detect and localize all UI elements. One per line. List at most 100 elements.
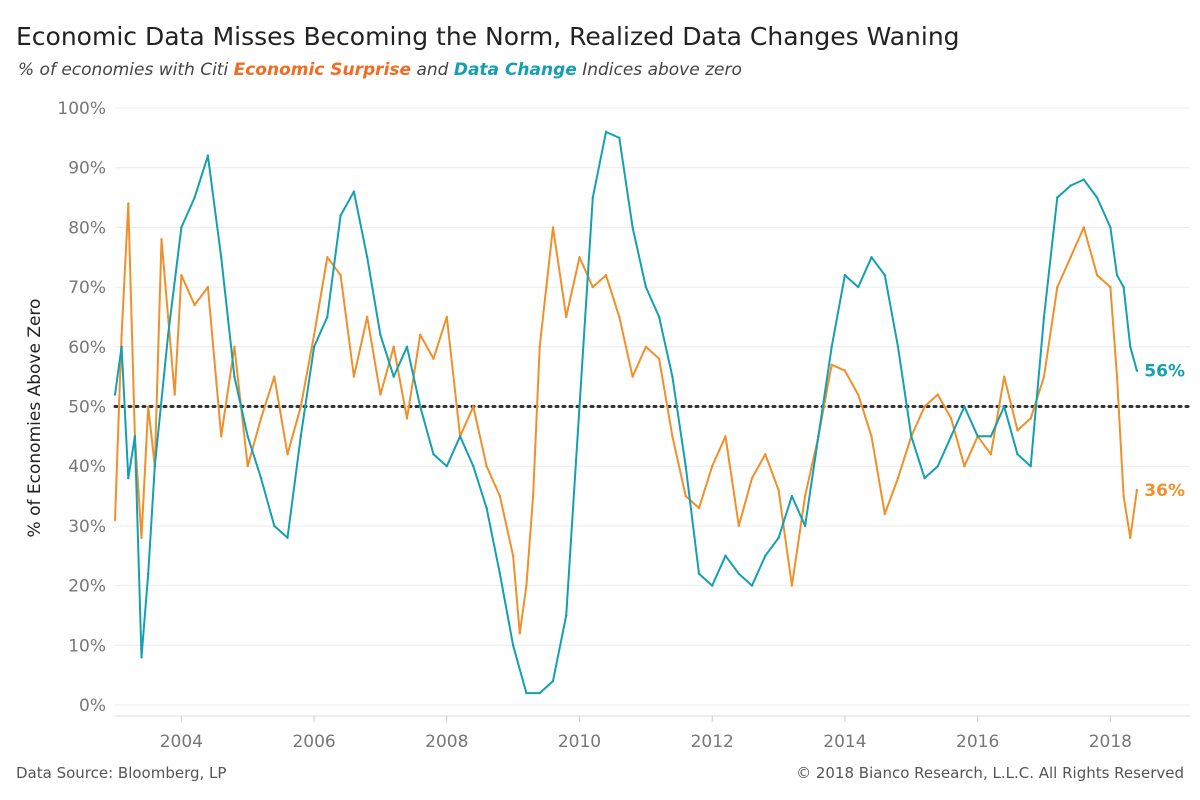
data-point-data-change	[432, 453, 435, 456]
y-tick-label: 20%	[68, 577, 106, 597]
y-axis-ticks: 0% 10% 20% 30% 40% 50% 60% 70% 80% 90% 100%	[57, 99, 106, 716]
data-point-economic-surprise	[803, 494, 807, 498]
data-point-data-change	[591, 196, 594, 199]
data-point-data-change	[711, 584, 714, 587]
data-point-economic-surprise	[857, 393, 860, 396]
data-point-economic-surprise	[166, 315, 170, 319]
y-tick-label: 10%	[68, 636, 106, 656]
data-point-data-change	[578, 405, 581, 408]
data-point-economic-surprise	[246, 465, 249, 468]
data-point-economic-surprise	[1122, 494, 1125, 498]
data-point-data-change	[857, 285, 860, 289]
data-point-data-change	[146, 572, 150, 575]
data-point-data-change	[737, 572, 740, 575]
data-point-data-change	[153, 465, 157, 468]
x-tick-label: 2010	[558, 732, 601, 752]
series-lines	[113, 130, 1139, 695]
data-point-data-change	[1129, 345, 1132, 348]
data-point-economic-surprise	[896, 476, 900, 480]
data-point-data-change	[883, 273, 886, 277]
data-point-data-change	[445, 465, 448, 468]
data-point-economic-surprise	[989, 453, 993, 456]
data-point-data-change	[419, 405, 422, 408]
data-point-economic-surprise	[538, 345, 541, 348]
data-point-economic-surprise	[750, 476, 754, 480]
data-point-economic-surprise	[843, 369, 847, 372]
data-point-data-change	[133, 435, 137, 438]
line-chart: 0%10%20%30%40%50%60%70%80%90%100% 2004 20…	[25, 99, 1192, 752]
data-point-data-change	[1016, 453, 1019, 456]
copyright-notice: © 2018 Bianco Research, L.L.C. All Right…	[796, 764, 1184, 782]
data-point-economic-surprise	[883, 512, 886, 516]
data-point-data-change	[511, 644, 515, 647]
y-tick-label: 40%	[68, 457, 106, 477]
data-point-economic-surprise	[140, 536, 143, 540]
data-point-economic-surprise	[1095, 273, 1099, 277]
data-point-economic-surprise	[870, 435, 873, 438]
data-point-data-change	[644, 285, 648, 289]
data-point-economic-surprise	[1069, 256, 1072, 259]
data-point-economic-surprise	[419, 333, 422, 337]
data-point-economic-surprise	[445, 315, 448, 319]
data-point-economic-surprise	[392, 345, 395, 348]
data-point-data-change	[312, 345, 316, 348]
data-point-data-change	[405, 345, 409, 348]
data-point-economic-surprise	[498, 494, 502, 498]
data-point-data-change	[976, 435, 979, 438]
data-point-economic-surprise	[565, 315, 568, 319]
data-point-economic-surprise	[1082, 226, 1086, 229]
data-point-economic-surprise	[326, 256, 329, 259]
data-point-data-change	[1002, 405, 1006, 408]
data-point-economic-surprise	[299, 405, 303, 408]
y-tick-label: 90%	[68, 159, 106, 179]
data-point-economic-surprise	[146, 405, 150, 408]
data-point-economic-surprise	[259, 417, 263, 420]
data-point-economic-surprise	[127, 202, 130, 205]
data-point-data-change	[120, 345, 123, 348]
x-tick-label: 2004	[160, 732, 203, 752]
x-tick-label: 2018	[1089, 732, 1132, 752]
data-point-economic-surprise	[697, 506, 701, 510]
data-point-data-change	[525, 691, 528, 695]
data-point-data-change	[392, 375, 395, 378]
y-tick-label: 0%	[79, 696, 106, 716]
data-point-economic-surprise	[193, 303, 196, 307]
data-point-data-change	[777, 536, 780, 540]
data-point-data-change	[1095, 196, 1099, 199]
data-point-data-change	[963, 405, 966, 408]
data-point-data-change	[724, 554, 727, 557]
end-label-economic-surprise: 36%	[1144, 481, 1185, 501]
y-tick-label: 30%	[68, 517, 106, 537]
x-tick-label: 2012	[691, 732, 734, 752]
data-point-data-change	[910, 435, 913, 438]
data-point-data-change	[286, 536, 289, 540]
data-point-economic-surprise	[949, 417, 953, 420]
data-point-data-change	[803, 524, 807, 528]
data-point-economic-surprise	[379, 393, 382, 396]
y-tick-label: 60%	[68, 338, 106, 358]
data-point-data-change	[817, 435, 820, 438]
data-point-economic-surprise	[711, 465, 714, 468]
data-point-economic-surprise	[644, 345, 648, 348]
chart-title: Economic Data Misses Becoming the Norm, …	[16, 22, 960, 51]
data-point-data-change	[790, 494, 794, 498]
data-point-data-change	[936, 465, 940, 468]
data-point-data-change	[127, 476, 130, 480]
y-axis-title: % of Economies Above Zero	[25, 299, 45, 538]
data-point-data-change	[180, 226, 183, 229]
subtitle-middle: and	[416, 60, 449, 80]
data-point-economic-surprise	[551, 226, 555, 229]
data-point-economic-surprise	[1115, 375, 1119, 378]
data-point-economic-surprise	[173, 393, 176, 396]
data-point-data-change	[365, 256, 369, 259]
series-line-data-change	[114, 130, 1138, 695]
data-point-economic-surprise	[1056, 285, 1059, 289]
data-point-economic-surprise	[120, 333, 123, 337]
data-point-data-change	[233, 375, 236, 378]
data-point-economic-surprise	[764, 453, 767, 456]
data-point-data-change	[631, 226, 634, 229]
data-point-economic-surprise	[511, 554, 515, 557]
data-point-data-change	[750, 584, 754, 587]
data-point-economic-surprise	[206, 285, 210, 289]
data-point-data-change	[870, 256, 873, 259]
